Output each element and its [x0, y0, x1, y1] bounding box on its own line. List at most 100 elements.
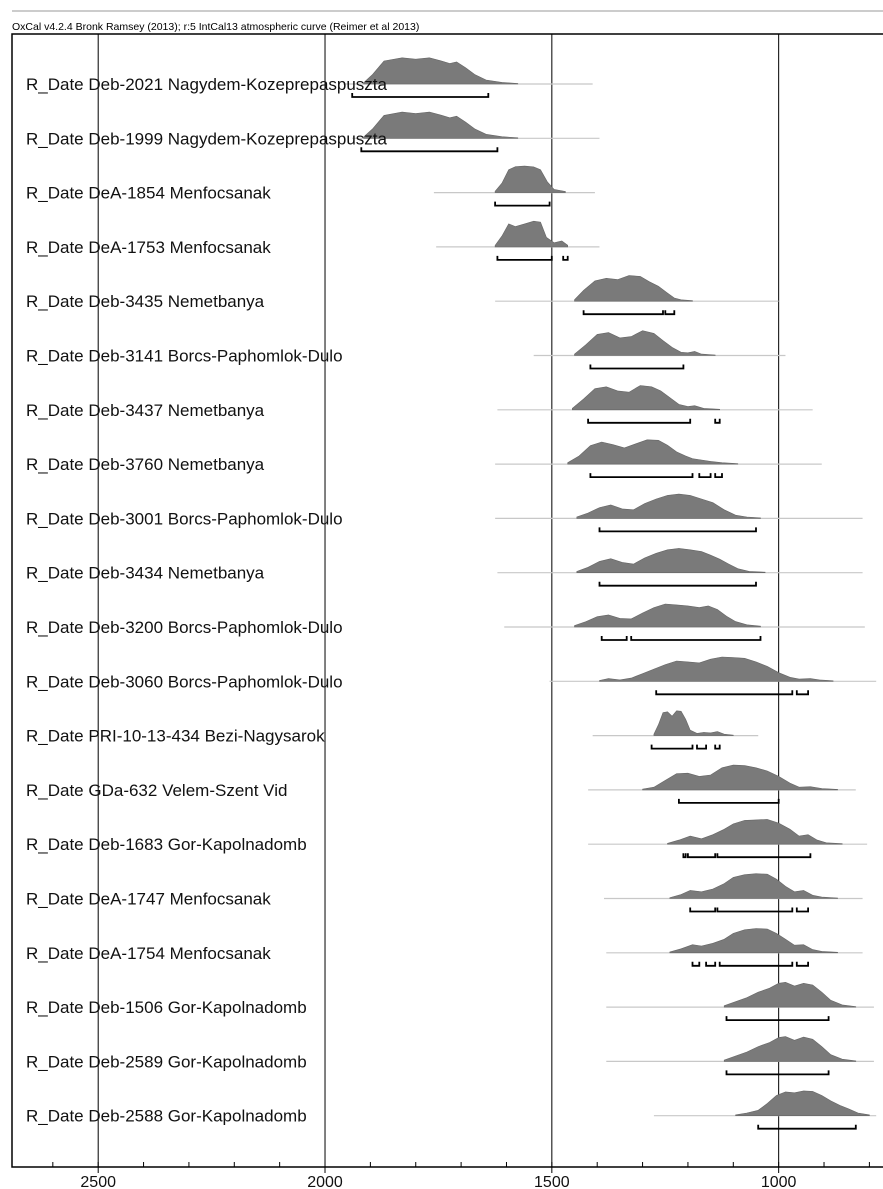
probability-distribution	[669, 873, 838, 899]
probability-distribution	[723, 981, 857, 1008]
range-bracket	[600, 636, 628, 641]
date-row: R_Date Deb-1999 Nagydem-Kozeprepaspuszta	[26, 111, 600, 153]
probability-distribution	[494, 220, 568, 248]
date-row: R_Date DeA-1753 Menfocsanak	[26, 220, 600, 261]
date-row: R_Date Deb-3001 Borcs-Paphomlok-Dulo	[26, 493, 863, 533]
range-bracket	[589, 473, 694, 478]
row-label: R_Date Deb-3001 Borcs-Paphomlok-Dulo	[26, 509, 343, 528]
row-label: R_Date Deb-3435 Nemetbanya	[26, 292, 265, 311]
date-row: R_Date Deb-2021 Nagydem-Kozeprepaspuszta	[26, 57, 593, 98]
probability-distribution	[363, 111, 519, 139]
grid-lines	[97, 34, 780, 1167]
date-row: R_Date DeA-1747 Menfocsanak	[26, 873, 863, 913]
probability-distribution	[567, 439, 739, 465]
row-label: R_Date Deb-3141 Borcs-Paphomlok-Dulo	[26, 347, 343, 366]
probability-distribution	[574, 603, 761, 628]
date-row: R_Date DeA-1754 Menfocsanak	[26, 928, 863, 967]
range-bracket	[716, 853, 812, 859]
probability-distribution	[574, 330, 716, 356]
probability-distribution	[642, 764, 838, 791]
range-bracket	[716, 907, 794, 913]
range-bracket	[682, 853, 687, 859]
range-bracket	[678, 798, 780, 804]
date-row: R_Date Deb-3200 Borcs-Paphomlok-Dulo	[26, 603, 865, 641]
date-row: R_Date Deb-3060 Borcs-Paphomlok-Dulo	[26, 656, 877, 696]
probability-distribution	[572, 385, 720, 411]
date-row: R_Date Deb-3434 Nemetbanya	[26, 548, 863, 587]
probability-distribution	[363, 57, 519, 85]
range-bracket	[725, 1070, 830, 1076]
probability-distribution	[669, 928, 838, 954]
range-bracket	[757, 1124, 857, 1130]
probability-distribution	[653, 710, 734, 736]
plot-frame	[11, 33, 883, 1168]
date-row: R_Date GDa-632 Velem-Szent Vid	[26, 764, 856, 804]
range-bracket	[714, 473, 723, 478]
date-row: R_Date Deb-3435 Nemetbanya	[26, 275, 779, 316]
range-bracket	[655, 690, 794, 696]
date-rows: R_Date Deb-2021 Nagydem-Kozeprepaspuszta…	[26, 57, 877, 1130]
date-row: R_Date Deb-2588 Gor-Kapolnadomb	[26, 1090, 877, 1130]
range-bracket	[598, 581, 757, 587]
range-bracket	[630, 636, 762, 641]
x-axis: 2500 2000 1500 1000	[52, 1162, 870, 1189]
row-label: R_Date DeA-1854 Menfocsanak	[26, 184, 271, 203]
range-bracket	[795, 961, 809, 967]
range-bracket	[795, 907, 809, 913]
range-bracket	[589, 364, 685, 370]
row-label: R_Date DeA-1753 Menfocsanak	[26, 238, 271, 257]
probability-distribution	[735, 1090, 870, 1116]
x-tick-label: 1000	[761, 1174, 797, 1189]
date-row: R_Date Deb-3141 Borcs-Paphomlok-Dulo	[26, 330, 786, 370]
range-bracket	[714, 418, 721, 424]
probability-distribution	[723, 1036, 857, 1062]
row-label: R_Date Deb-1506 Gor-Kapolnadomb	[26, 998, 307, 1017]
probability-distribution	[576, 548, 766, 573]
range-bracket	[650, 744, 694, 750]
x-tick-label: 2500	[80, 1174, 116, 1189]
row-label: R_Date Deb-3434 Nemetbanya	[26, 564, 265, 583]
row-label: R_Date Deb-3200 Borcs-Paphomlok-Dulo	[26, 618, 343, 637]
date-row: R_Date Deb-2589 Gor-Kapolnadomb	[26, 1036, 874, 1076]
date-row: R_Date Deb-3760 Nemetbanya	[26, 439, 822, 478]
row-label: R_Date Deb-3760 Nemetbanya	[26, 455, 265, 474]
range-bracket	[705, 961, 717, 967]
range-bracket	[691, 961, 701, 967]
range-bracket	[587, 418, 692, 424]
range-bracket	[687, 853, 717, 859]
row-label: R_Date DeA-1754 Menfocsanak	[26, 944, 271, 963]
date-row: R_Date Deb-3437 Nemetbanya	[26, 385, 813, 424]
row-label: R_Date Deb-2589 Gor-Kapolnadomb	[26, 1052, 307, 1071]
row-label: R_Date Deb-2021 Nagydem-Kozeprepaspuszta	[26, 75, 388, 94]
range-bracket	[696, 744, 707, 750]
range-bracket	[496, 255, 553, 261]
probability-distribution	[667, 819, 843, 845]
range-bracket	[360, 147, 499, 153]
probability-distribution	[599, 656, 834, 682]
row-label: R_Date Deb-3437 Nemetbanya	[26, 401, 265, 420]
probability-distribution	[494, 165, 566, 193]
range-bracket	[494, 201, 551, 207]
row-label: R_Date Deb-2588 Gor-Kapolnadomb	[26, 1107, 307, 1126]
row-label: R_Date Deb-1683 Gor-Kapolnadomb	[26, 835, 307, 854]
range-bracket	[598, 527, 757, 533]
range-bracket	[698, 473, 712, 478]
range-bracket	[351, 93, 490, 98]
range-bracket	[725, 1016, 830, 1021]
chart-caption: OxCal v4.2.4 Bronk Ramsey (2013); r:5 In…	[12, 21, 419, 33]
row-label: R_Date Deb-3060 Borcs-Paphomlok-Dulo	[26, 672, 343, 691]
date-row: R_Date Deb-1683 Gor-Kapolnadomb	[26, 819, 868, 859]
range-bracket	[714, 744, 721, 750]
row-label: R_Date DeA-1747 Menfocsanak	[26, 890, 271, 909]
row-label: R_Date GDa-632 Velem-Szent Vid	[26, 781, 287, 800]
x-tick-label: 2000	[307, 1174, 343, 1189]
range-bracket	[718, 961, 794, 967]
range-bracket	[664, 310, 676, 316]
x-tick-label: 1500	[534, 1174, 570, 1189]
date-row: R_Date PRI-10-13-434 Bezi-Nagysarok	[26, 710, 759, 750]
row-label: R_Date PRI-10-13-434 Bezi-Nagysarok	[26, 727, 325, 746]
range-bracket	[795, 690, 809, 696]
range-bracket	[582, 310, 664, 316]
date-row: R_Date DeA-1854 Menfocsanak	[26, 165, 595, 207]
